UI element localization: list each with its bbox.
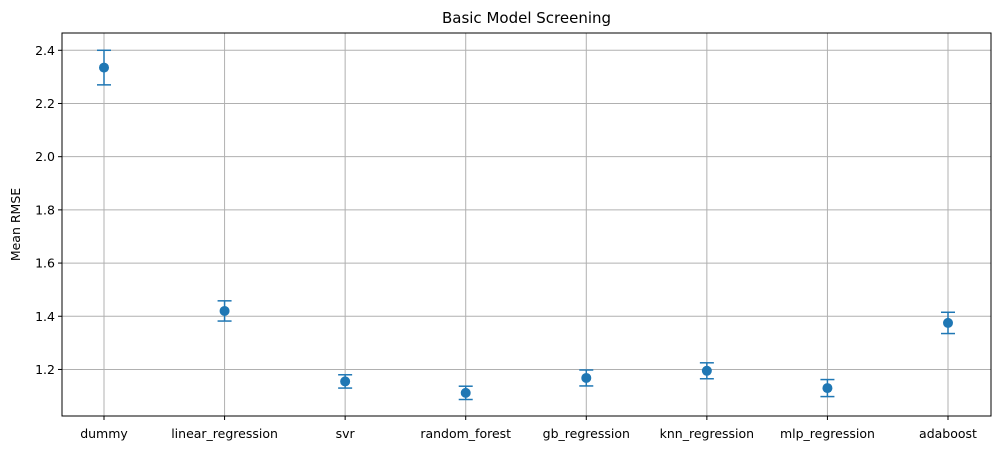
data-point-gb_regression bbox=[581, 372, 592, 383]
data-points bbox=[99, 62, 953, 398]
data-point-svr bbox=[340, 376, 351, 387]
plot-frame bbox=[61, 32, 992, 417]
y-tick-label: 2.4 bbox=[35, 43, 55, 58]
x-tick-label: gb_regression bbox=[543, 426, 630, 441]
y-axis-label: Mean RMSE bbox=[8, 188, 23, 261]
data-point-mlp_regression bbox=[822, 383, 833, 394]
x-tick-label: svr bbox=[336, 426, 356, 441]
y-tick-label: 1.4 bbox=[35, 309, 55, 324]
chart-title: Basic Model Screening bbox=[442, 9, 611, 27]
x-tick-label: linear_regression bbox=[171, 426, 278, 441]
x-axis-ticks: dummy linear_regression svr random_forest gb… bbox=[80, 416, 977, 441]
y-tick-label: 1.8 bbox=[35, 202, 55, 217]
y-tick-label: 1.2 bbox=[35, 362, 55, 377]
data-point-knn_regression bbox=[701, 365, 712, 376]
data-point-random_forest bbox=[460, 387, 471, 398]
grid bbox=[62, 33, 991, 416]
y-axis-ticks: 1.2 1.4 1.6 1.8 2.0 2.2 2.4 bbox=[35, 43, 62, 377]
x-tick-label: adaboost bbox=[919, 426, 977, 441]
x-tick-label: knn_regression bbox=[660, 426, 754, 441]
data-point-dummy bbox=[99, 62, 109, 73]
x-tick-label: dummy bbox=[80, 426, 128, 441]
data-point-linear_regression bbox=[219, 305, 230, 316]
data-point-adaboost bbox=[943, 317, 953, 328]
x-tick-label: random_forest bbox=[420, 426, 511, 441]
y-tick-label: 1.6 bbox=[35, 256, 55, 271]
y-tick-label: 2.2 bbox=[35, 96, 55, 111]
error-bars bbox=[97, 49, 955, 401]
x-tick-label: mlp_regression bbox=[780, 426, 875, 441]
y-tick-label: 2.0 bbox=[35, 149, 55, 164]
